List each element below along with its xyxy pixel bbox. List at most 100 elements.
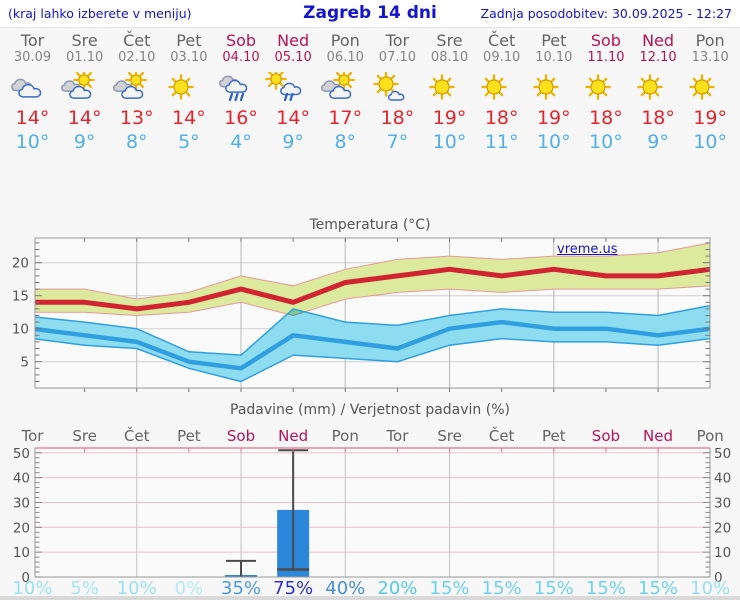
precip-day-label: Čet (488, 427, 515, 445)
day-name: Tor (385, 31, 410, 50)
precip-day-label: Sob (226, 427, 256, 445)
min-temp: 9° (282, 131, 304, 153)
watermark-link[interactable]: vreme.us (557, 242, 618, 257)
day-column[interactable]: Pet 03.10 14° 5° (161, 31, 217, 154)
max-temp: 18° (380, 107, 415, 129)
max-temp: 14° (276, 107, 310, 129)
precip-day-label: Pet (177, 427, 201, 445)
day-column[interactable]: Čet 09.10 18° 11° (474, 31, 530, 154)
min-temp: 5° (178, 131, 200, 153)
day-date: 06.10 (326, 50, 364, 65)
precip-probability: 35% (221, 578, 262, 599)
min-temp: 9° (73, 131, 96, 153)
precip-probability: 10% (116, 578, 157, 599)
day-column[interactable]: Tor 30.09 14° 10° (5, 31, 61, 154)
cloudy-icon (5, 72, 61, 104)
precip-day-label: Sre (437, 427, 462, 445)
day-name: Ned (642, 31, 675, 50)
svg-text:15: 15 (12, 289, 29, 305)
min-temp: 7° (386, 131, 409, 153)
day-date: 05.10 (274, 50, 312, 65)
svg-text:5: 5 (20, 355, 29, 371)
day-column[interactable]: Pon 06.10 17° 8° (317, 31, 373, 154)
page-title: Zagreb 14 dni (303, 3, 437, 23)
svg-text:20: 20 (13, 520, 30, 536)
svg-text:20: 20 (714, 520, 731, 536)
day-name: Čet (123, 31, 151, 50)
day-column[interactable]: Sre 08.10 19° 10° (422, 31, 478, 154)
day-name: Sre (71, 31, 98, 50)
rain-icon (213, 72, 269, 104)
precip-day-label: Pet (541, 427, 566, 445)
precip-probability: 10% (12, 578, 53, 599)
day-date: 02.10 (118, 50, 156, 65)
max-temp: 16° (224, 107, 258, 129)
sunny-icon (630, 72, 686, 104)
day-date: 04.10 (222, 50, 260, 65)
precip-probability: 15% (481, 578, 522, 599)
precip-day-label: Tor (386, 427, 409, 445)
day-column[interactable]: Pet 10.10 19° 10° (526, 31, 582, 154)
sun-clouds-icon (317, 72, 373, 104)
max-temp: 14° (67, 107, 102, 129)
precip-probability: 15% (533, 578, 574, 599)
precip-day-label: Čet (123, 427, 150, 445)
day-column[interactable]: Ned 05.10 14° 9° (265, 31, 321, 154)
svg-text:10: 10 (714, 545, 731, 561)
precip-day-label: Ned (643, 427, 674, 445)
precip-probability: 20% (377, 578, 418, 599)
day-column[interactable]: Sre 01.10 14° 9° (57, 31, 113, 154)
day-date: 30.09 (13, 50, 52, 65)
svg-text:0: 0 (21, 570, 30, 585)
page-header: (kraj lahko izberete v meniju) Zagreb 14… (0, 0, 740, 28)
svg-text:30: 30 (714, 495, 731, 511)
day-date: 08.10 (430, 50, 469, 65)
day-name: Ned (277, 31, 310, 50)
day-column[interactable]: Čet 02.10 13° 8° (109, 31, 165, 154)
day-column[interactable]: Sob 11.10 18° 10° (578, 31, 634, 154)
sun-clouds-icon (109, 72, 165, 104)
min-temp: 10° (15, 131, 50, 153)
precip-day-label: Sre (72, 427, 97, 445)
day-date: 01.10 (66, 50, 104, 65)
min-temp: 4° (230, 131, 252, 153)
day-date: 12.10 (639, 50, 677, 65)
max-temp: 13° (119, 107, 154, 129)
day-column[interactable]: Sob 04.10 16° 4° (213, 31, 269, 154)
day-column[interactable]: Pon 13.10 19° 10° (682, 31, 738, 154)
max-temp: 17° (328, 107, 363, 129)
svg-text:10: 10 (12, 322, 29, 338)
temperature-chart-title: Temperatura (°C) (309, 217, 431, 233)
max-temp: 19° (693, 107, 728, 129)
precip-probability: 15% (429, 578, 470, 599)
svg-text:30: 30 (13, 495, 30, 511)
svg-text:40: 40 (714, 471, 731, 487)
max-temp: 18° (641, 107, 675, 129)
precipitation-chart: 0 0 10 10 20 20 30 30 40 40 50 50 (13, 446, 731, 585)
sun-clouds-icon (57, 72, 113, 104)
day-name: Sob (225, 31, 257, 50)
min-temp: 10° (589, 131, 623, 153)
min-temp: 10° (432, 131, 467, 153)
svg-text:0: 0 (714, 570, 723, 585)
precip-probability: 75% (273, 578, 314, 599)
max-temp: 14° (172, 107, 206, 129)
max-temp: 18° (589, 107, 623, 129)
menu-hint-text: (kraj lahko izberete v meniju) (8, 6, 192, 21)
precip-probability: 15% (585, 578, 626, 599)
day-column[interactable]: Ned 12.10 18° 9° (630, 31, 686, 154)
sunny-icon (474, 72, 530, 104)
sunny-icon (682, 72, 738, 104)
max-temp: 18° (484, 107, 519, 129)
day-name: Pon (695, 31, 725, 50)
svg-text:40: 40 (13, 471, 30, 487)
sun-rain-icon (265, 72, 321, 104)
day-name: Sre (436, 31, 463, 50)
sunny-icon (526, 72, 582, 104)
day-column[interactable]: Tor 07.10 18° 7° (369, 31, 425, 154)
day-name: Pon (330, 31, 360, 50)
max-temp: 14° (15, 107, 50, 129)
bottom-divider (0, 596, 740, 600)
precip-day-label: Pon (331, 427, 359, 445)
